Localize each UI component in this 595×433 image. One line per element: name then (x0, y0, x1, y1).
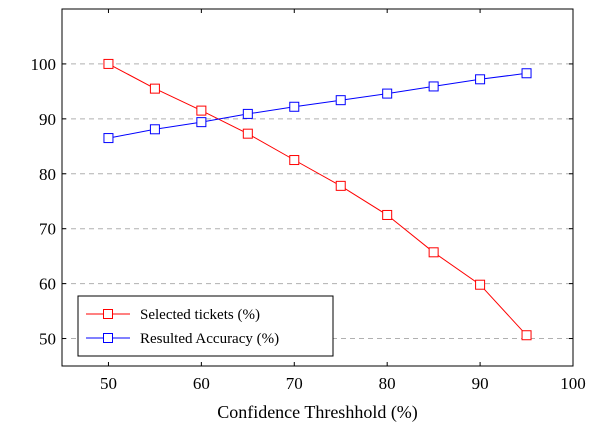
x-tick-label-80: 80 (379, 374, 396, 393)
y-tick-label-60: 60 (39, 275, 56, 294)
series-line-0 (108, 63, 527, 336)
legend-marker-resulted-accuracy (103, 333, 113, 343)
plot-frame (61, 8, 574, 367)
data-point-0-2 (196, 105, 207, 116)
x-tick-label-100: 100 (560, 374, 586, 393)
series-group (103, 58, 532, 341)
data-point-0-7 (428, 247, 439, 258)
x-tick-label-60: 60 (193, 374, 210, 393)
series-1 (103, 68, 532, 144)
data-point-1-3 (242, 108, 253, 119)
x-tick-label-50: 50 (100, 374, 117, 393)
series-0 (103, 58, 532, 341)
data-point-1-2 (196, 117, 207, 128)
gridlines (62, 63, 573, 340)
data-point-0-3 (242, 128, 253, 139)
legend-marker-selected-tickets (103, 309, 113, 319)
data-point-0-4 (289, 155, 300, 166)
data-point-1-5 (335, 95, 346, 106)
data-point-0-1 (149, 83, 160, 94)
x-tick-label-90: 90 (472, 374, 489, 393)
legend: Selected tickets (%) Resulted Accuracy (… (77, 295, 334, 357)
y-tick-label-100: 100 (31, 55, 57, 74)
data-point-0-8 (475, 279, 486, 290)
series-line-1 (108, 72, 527, 139)
data-point-1-0 (103, 133, 114, 144)
data-point-1-6 (382, 88, 393, 99)
legend-box (77, 295, 334, 357)
data-point-1-9 (521, 68, 532, 79)
x-tick-label-70: 70 (286, 374, 303, 393)
data-point-1-1 (149, 124, 160, 135)
data-point-0-9 (521, 330, 532, 341)
y-tick-label-70: 70 (39, 220, 56, 239)
y-tick-label-50: 50 (39, 330, 56, 349)
data-point-0-0 (103, 58, 114, 69)
legend-entry-1: Resulted Accuracy (%) (86, 331, 279, 347)
legend-entry-0: Selected tickets (%) (86, 307, 260, 323)
y-tick-label-80: 80 (39, 165, 56, 184)
data-point-0-5 (335, 180, 346, 191)
axis-ticks: 50 60 70 80 90 100 50 60 70 80 90 100 (31, 9, 586, 393)
legend-label-resulted-accuracy: Resulted Accuracy (%) (140, 331, 279, 347)
data-point-0-6 (382, 209, 393, 220)
data-point-1-4 (289, 101, 300, 112)
legend-label-selected-tickets: Selected tickets (%) (140, 307, 260, 323)
data-point-1-7 (428, 81, 439, 92)
x-axis-title: Confidence Threshhold (%) (217, 402, 418, 423)
y-tick-label-90: 90 (39, 110, 56, 129)
data-point-1-8 (475, 74, 486, 85)
